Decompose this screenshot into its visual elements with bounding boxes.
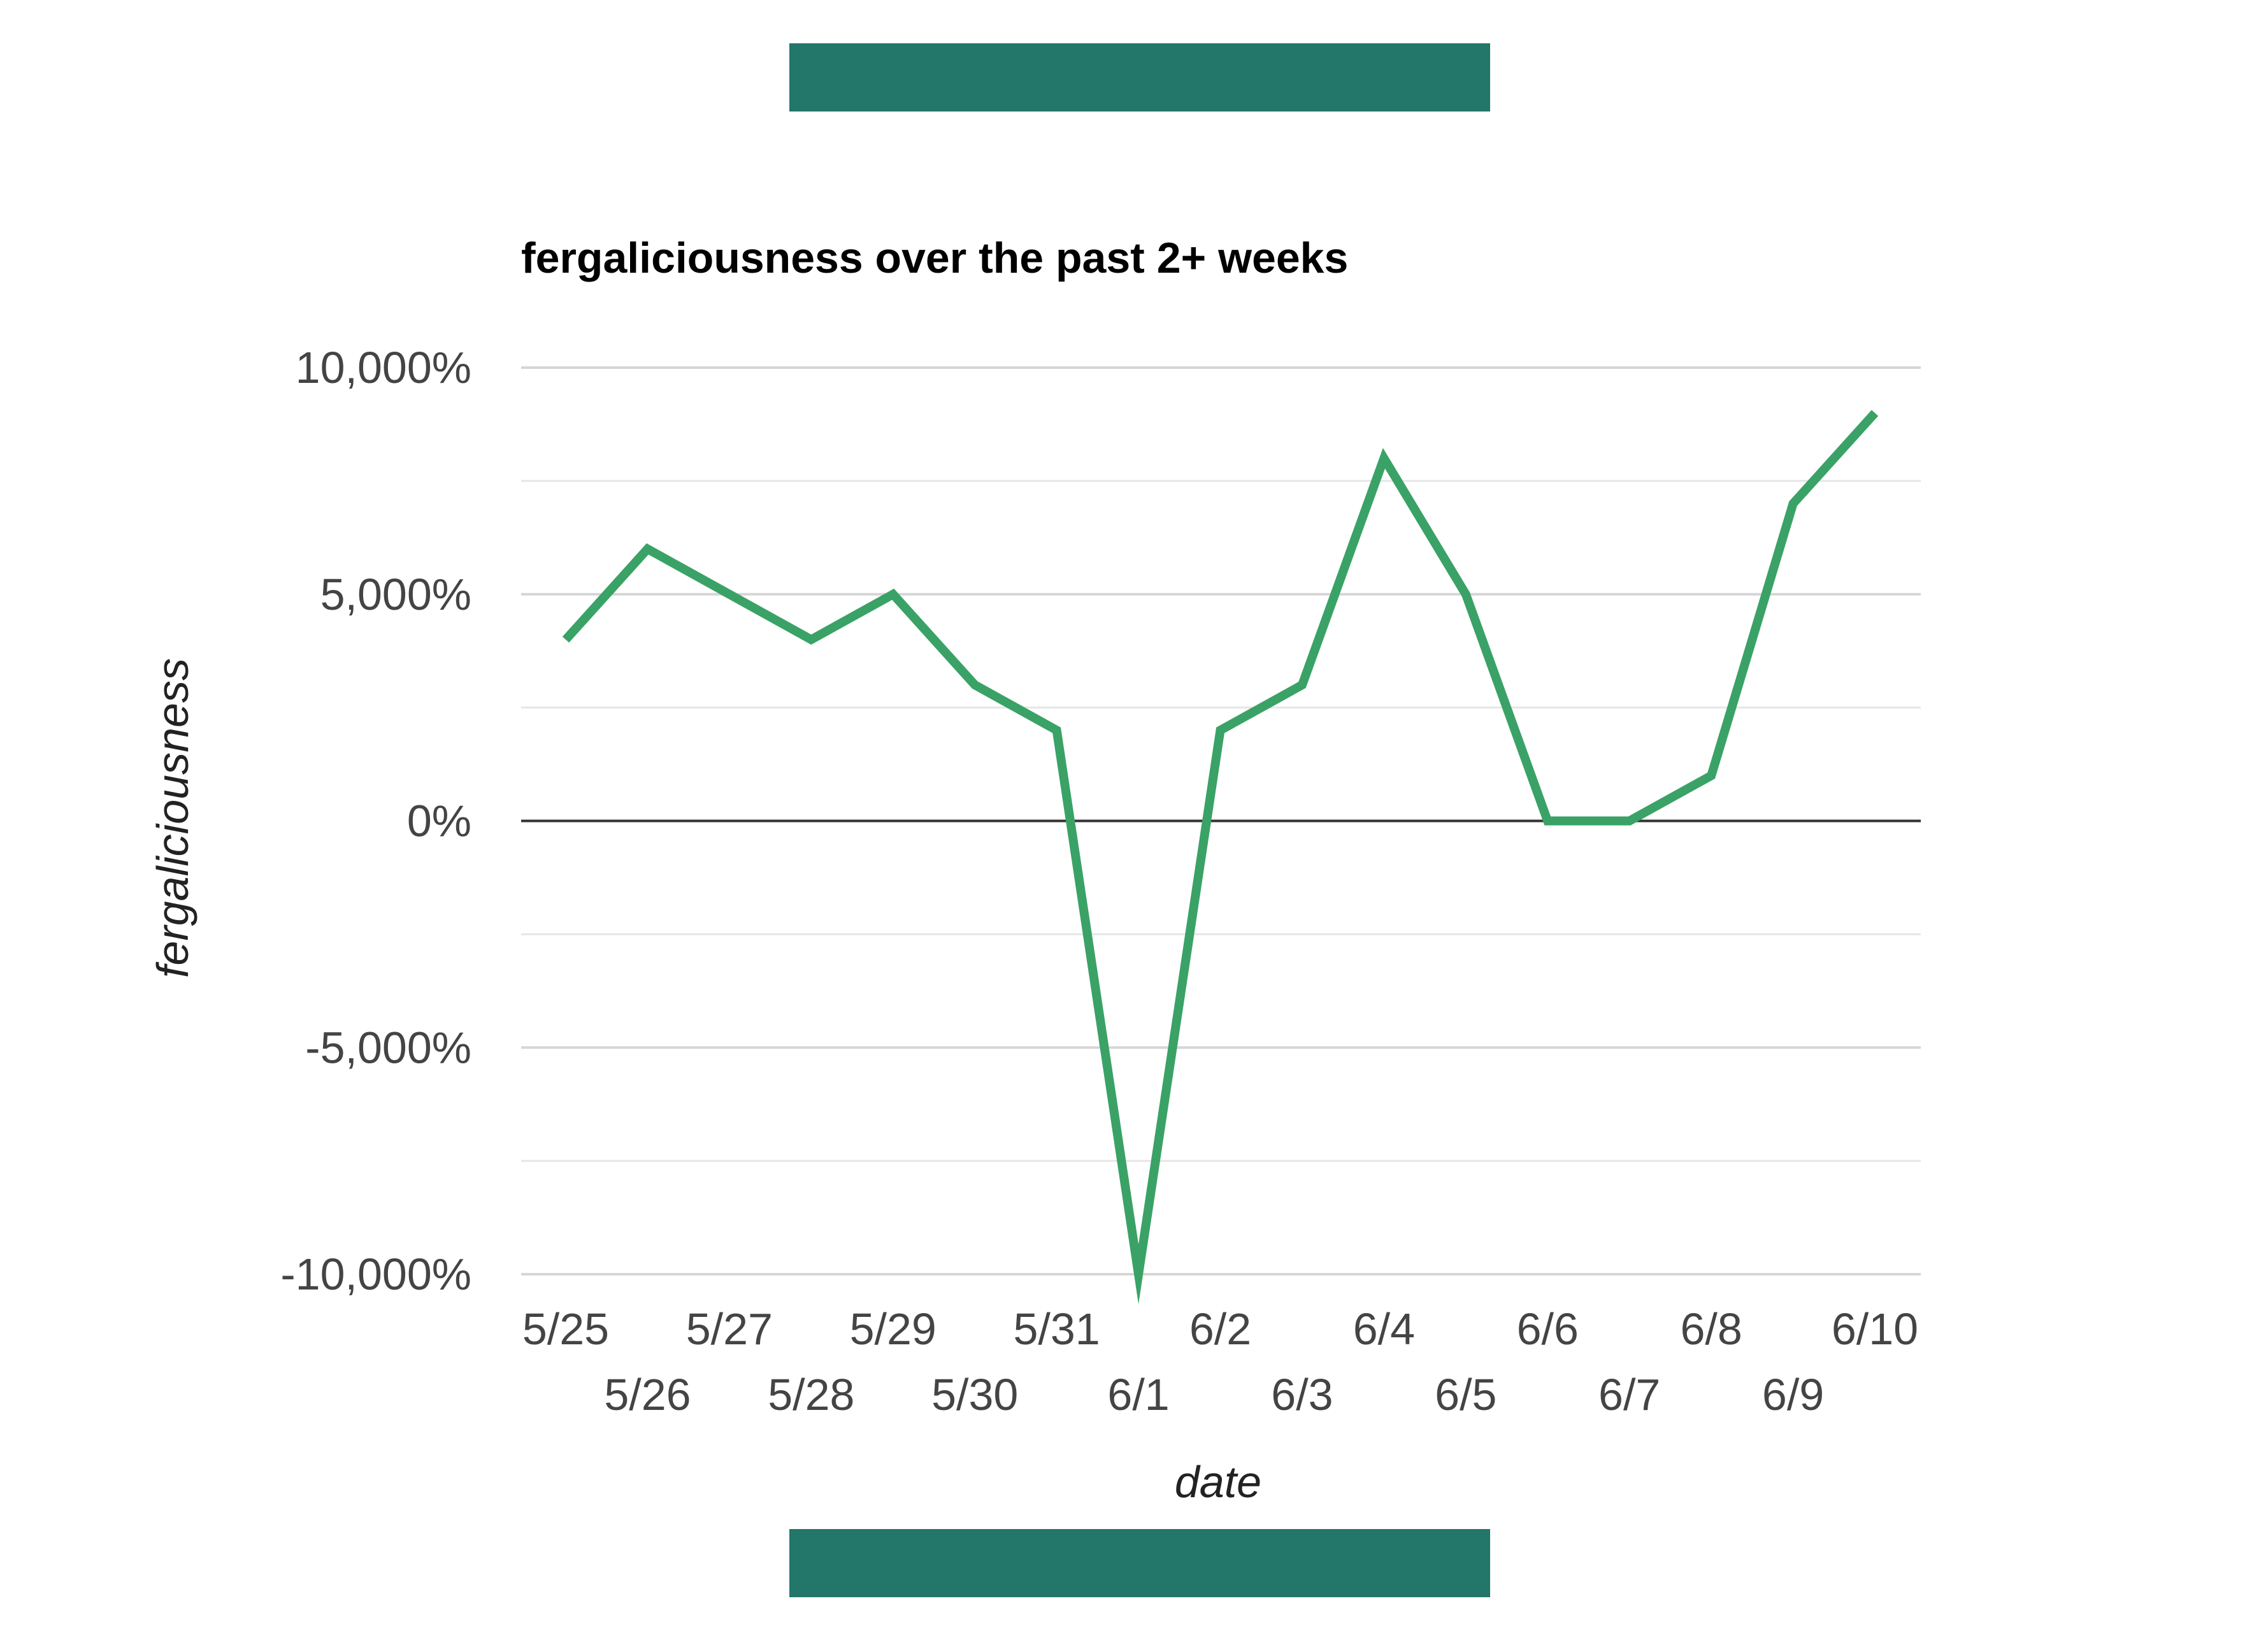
gridlines	[521, 366, 1921, 1275]
data-point	[973, 684, 976, 686]
data-point	[1219, 729, 1222, 731]
data-point	[646, 548, 649, 550]
x-tick-label: 6/7	[1598, 1370, 1660, 1419]
y-axis-title: fergaliciousness	[148, 658, 197, 978]
data-point	[728, 593, 731, 596]
x-axis-title: date	[1175, 1457, 1261, 1507]
x-tick-label: 6/9	[1762, 1370, 1824, 1419]
x-tick-label: 6/6	[1517, 1304, 1579, 1354]
y-tick-label: 0%	[407, 796, 471, 846]
x-tick-label: 6/5	[1435, 1370, 1496, 1419]
x-tick-label: 6/4	[1353, 1304, 1415, 1354]
x-tick-label: 5/31	[1014, 1304, 1100, 1354]
data-point	[1382, 457, 1385, 459]
x-tick-label: 5/28	[768, 1370, 854, 1419]
chart-title: fergaliciousness over the past 2+ weeks	[521, 234, 1348, 282]
y-tick-label: -10,000%	[280, 1249, 471, 1299]
x-tick-label: 6/2	[1189, 1304, 1251, 1354]
data-point	[1710, 774, 1712, 777]
series-layer	[562, 410, 1879, 1305]
y-tick-label: 10,000%	[296, 343, 471, 392]
data-point	[1465, 593, 1467, 596]
series-line-0	[562, 410, 1879, 1305]
data-point	[810, 638, 812, 641]
x-tick-label: 5/27	[686, 1304, 773, 1354]
data-point	[564, 638, 567, 641]
data-point	[1628, 820, 1631, 823]
x-axis-tick-labels: 5/25 5/26 5/27 5/28 5/29 5/30 5/316/1 6/2 6/3 6/4…	[522, 1304, 1918, 1419]
y-axis-tick-labels: 10,000% 5,000% 0% -5,000% -10,000%	[280, 343, 471, 1299]
x-tick-label: 6/3	[1271, 1370, 1333, 1419]
data-point	[1137, 1273, 1140, 1275]
data-point	[1301, 684, 1303, 686]
x-tick-label: 5/30	[931, 1370, 1018, 1419]
x-tick-label: 6/1	[1107, 1370, 1169, 1419]
data-point	[1792, 502, 1795, 505]
x-tick-label: 6/8	[1680, 1304, 1742, 1354]
y-tick-label: -5,000%	[305, 1023, 471, 1072]
bottom-decorative-bar	[789, 1529, 1490, 1597]
y-tick-label: 5,000%	[320, 570, 471, 619]
x-tick-label: 5/25	[522, 1304, 609, 1354]
data-point	[1546, 820, 1549, 823]
data-point	[1056, 729, 1058, 731]
x-tick-label: 5/29	[850, 1304, 937, 1354]
data-point	[1874, 412, 1876, 414]
data-point	[892, 593, 894, 596]
x-tick-label: 5/26	[604, 1370, 691, 1419]
top-decorative-bar	[789, 43, 1490, 111]
x-tick-label: 6/10	[1832, 1304, 1918, 1354]
